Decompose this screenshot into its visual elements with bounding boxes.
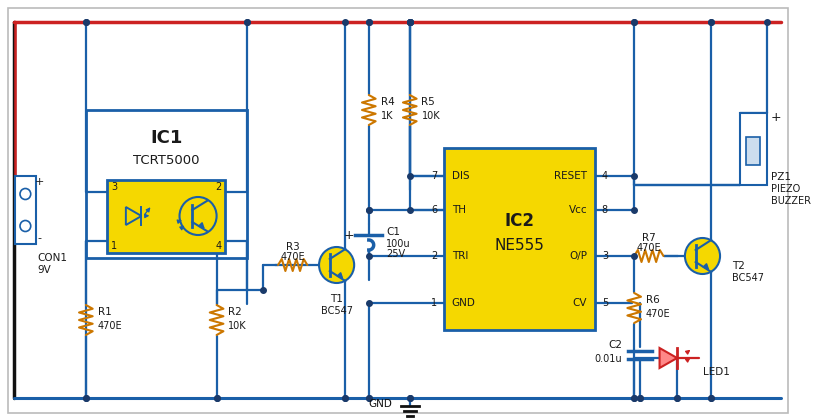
Text: 5: 5 [601,298,608,308]
Text: R1: R1 [98,307,111,317]
Bar [15,176,36,244]
Circle shape [685,238,720,274]
Text: 470E: 470E [98,321,122,331]
Text: T1: T1 [330,294,343,304]
Text: RESET: RESET [554,171,588,181]
Text: 3: 3 [602,251,608,261]
Text: 470E: 470E [646,309,671,319]
Text: R2: R2 [228,307,242,317]
Bar [444,148,595,330]
Text: TH: TH [452,205,466,215]
Text: 10K: 10K [228,321,247,331]
Text: -: - [37,233,41,243]
Text: GND: GND [368,399,392,409]
Text: 4: 4 [215,241,222,251]
Text: 470E: 470E [636,243,661,253]
Text: R3: R3 [286,242,299,252]
Circle shape [20,189,31,200]
Text: 3: 3 [111,182,118,192]
Text: R6: R6 [646,295,659,305]
Text: BC547: BC547 [321,306,353,316]
Text: C2: C2 [609,340,623,350]
Text: C1: C1 [386,227,401,237]
Text: 100u: 100u [386,239,411,249]
Text: 1: 1 [111,241,118,251]
Text: 1: 1 [431,298,437,308]
Text: DIS: DIS [452,171,469,181]
Circle shape [180,197,216,235]
Text: 2: 2 [215,182,222,192]
Text: R7: R7 [642,233,656,243]
Text: T2: T2 [732,261,745,271]
Text: O/P: O/P [570,251,588,261]
Text: R5: R5 [422,97,435,107]
Text: 0.01u: 0.01u [595,354,623,364]
Text: R4: R4 [380,97,394,107]
Text: 10K: 10K [422,111,440,121]
Bar [86,110,247,258]
Bar [747,137,760,165]
Text: PIEZO: PIEZO [771,184,800,194]
Text: BC547: BC547 [732,273,764,283]
Text: GND: GND [452,298,476,308]
Text: +: + [34,177,44,187]
Text: 1K: 1K [380,111,393,121]
Circle shape [319,247,354,283]
Text: 4: 4 [602,171,608,181]
Text: +: + [771,110,782,123]
Text: NE555: NE555 [494,237,544,252]
Text: TRI: TRI [452,251,468,261]
Text: CV: CV [573,298,588,308]
Text: Vcc: Vcc [569,205,588,215]
Text: 6: 6 [431,205,437,215]
Text: TCRT5000: TCRT5000 [133,153,200,166]
Text: 9V: 9V [37,265,51,275]
Text: 470E: 470E [281,252,305,262]
Text: 7: 7 [431,171,437,181]
Text: 25V: 25V [386,249,406,259]
Text: IC1: IC1 [150,129,183,147]
Text: +: + [344,228,355,241]
Polygon shape [126,207,141,225]
Circle shape [20,220,31,231]
Text: LED1: LED1 [703,367,730,377]
Bar [108,180,225,253]
Text: 2: 2 [431,251,437,261]
Bar [739,113,767,185]
Text: CON1: CON1 [37,253,67,263]
Text: IC2: IC2 [504,212,534,230]
Text: 8: 8 [602,205,608,215]
Polygon shape [659,348,677,368]
Text: BUZZER: BUZZER [771,196,811,206]
Text: PZ1: PZ1 [771,172,791,182]
